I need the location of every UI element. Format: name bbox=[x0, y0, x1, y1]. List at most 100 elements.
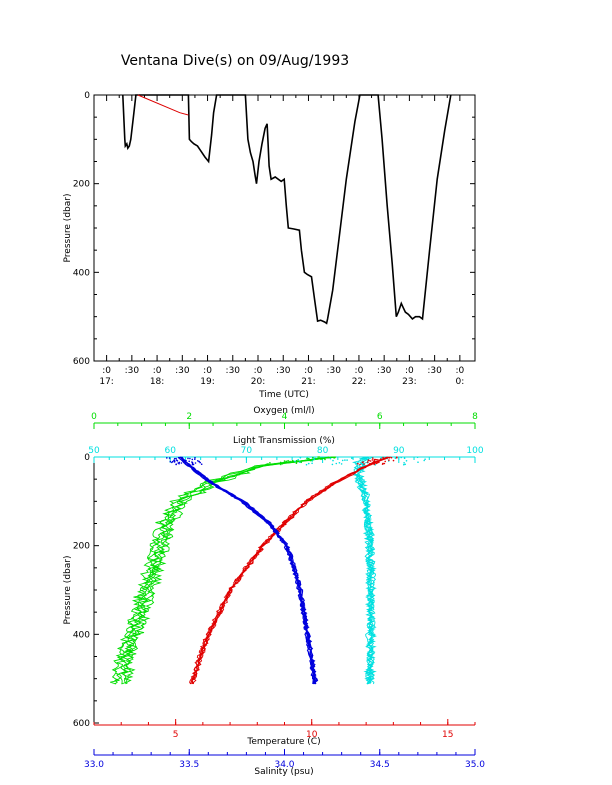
light-surface-point bbox=[424, 458, 426, 461]
temperature-surface-point bbox=[361, 461, 364, 464]
x-axis-label: Time (UTC) bbox=[258, 390, 309, 400]
light-profile-line-5 bbox=[355, 456, 376, 685]
temperature-profile-line-4 bbox=[189, 456, 388, 685]
y-tick-label: 200 bbox=[73, 542, 90, 552]
y-tick-labels: 0 200 400 600 bbox=[73, 453, 99, 729]
y-tick-label: 400 bbox=[73, 630, 90, 640]
temperature-axis: Temperature (C) 5 10 15 bbox=[93, 719, 476, 747]
temperature-surface-point bbox=[359, 463, 361, 466]
temperature-surface-point bbox=[381, 463, 384, 465]
salinity-axis: Salinity (psu) 33.0 33.5 34.0 34.5 35.0 bbox=[84, 749, 485, 777]
profile-traces bbox=[110, 456, 426, 685]
oxygen-surface-point bbox=[285, 460, 288, 463]
temperature-surface-point bbox=[382, 456, 384, 459]
x-tick-minute: :30 bbox=[175, 366, 190, 376]
light-tick-label: 80 bbox=[317, 446, 329, 456]
light-tick-label: 90 bbox=[393, 446, 405, 456]
salinity-surface-point bbox=[180, 462, 183, 464]
temperature-surface-point bbox=[376, 462, 379, 464]
temperature-surface-point bbox=[375, 462, 378, 465]
salinity-surface-point bbox=[189, 457, 191, 460]
x-tick-minute: :0 bbox=[355, 366, 364, 376]
salinity-surface-point bbox=[178, 462, 180, 465]
salinity-surface-point bbox=[200, 463, 203, 466]
light-surface-point bbox=[354, 462, 357, 464]
temperature-tick-label: 10 bbox=[306, 730, 318, 740]
temperature-tick-label: 5 bbox=[173, 730, 179, 740]
x-tick-minute: :30 bbox=[276, 366, 291, 376]
plot-frame bbox=[93, 94, 476, 362]
light-surface-point bbox=[405, 460, 408, 462]
light-surface-point bbox=[344, 459, 346, 461]
salinity-surface-point bbox=[197, 460, 199, 462]
x-tick-minute: :0 bbox=[102, 366, 111, 376]
oxygen-surface-point bbox=[328, 456, 330, 459]
oxygen-tick-label: 2 bbox=[186, 412, 192, 422]
x-tick-minute: :30 bbox=[377, 366, 392, 376]
salinity-surface-point bbox=[169, 460, 172, 463]
oxygen-tick-label: 8 bbox=[472, 412, 478, 422]
salinity-surface-point bbox=[191, 461, 194, 464]
light-tick-label: 70 bbox=[241, 446, 253, 456]
light-surface-point bbox=[416, 456, 419, 459]
light-tick-label: 60 bbox=[164, 446, 176, 456]
x-tick-minute: :30 bbox=[427, 366, 442, 376]
oxygen-surface-point bbox=[266, 463, 269, 466]
x-tick-minute: :30 bbox=[125, 366, 140, 376]
salinity-surface-point bbox=[199, 461, 201, 464]
x-ticks: :017::30:018::30:019::30:020::30:021::30… bbox=[99, 95, 465, 387]
temperature-surface-point bbox=[378, 459, 380, 461]
oxygen-surface-point bbox=[269, 462, 271, 464]
y-tick-label: 600 bbox=[73, 719, 90, 729]
light-surface-point bbox=[311, 462, 313, 465]
x-tick-hour: 23: bbox=[402, 377, 416, 387]
oxygen-axis: Oxygen (ml/l) 0 2 4 6 8 bbox=[91, 406, 478, 429]
salinity-tick-label: 34.5 bbox=[370, 760, 390, 770]
light-surface-point bbox=[305, 463, 308, 466]
chart-title: Ventana Dive(s) on 09/Aug/1993 bbox=[121, 53, 349, 69]
light-surface-point bbox=[331, 463, 334, 466]
temperature-surface-point bbox=[369, 463, 372, 466]
oxygen-surface-point bbox=[283, 460, 286, 462]
oxygen-surface-point bbox=[333, 457, 335, 459]
salinity-surface-point bbox=[188, 460, 190, 463]
x-tick-hour: 19: bbox=[200, 377, 214, 387]
temperature-surface-point bbox=[388, 459, 390, 461]
oxygen-surface-point bbox=[291, 460, 294, 462]
light-surface-point bbox=[341, 459, 344, 462]
temperature-surface-point bbox=[379, 458, 382, 460]
temperature-profile-line-5 bbox=[191, 456, 390, 685]
temperature-surface-point bbox=[396, 456, 398, 459]
light-tick-label: 100 bbox=[466, 446, 483, 456]
temperature-surface-point bbox=[390, 456, 393, 459]
light-surface-point bbox=[367, 456, 369, 459]
temperature-profile-line-1 bbox=[191, 456, 389, 685]
light-surface-point bbox=[340, 463, 343, 465]
temperature-surface-point bbox=[376, 458, 378, 461]
temperature-surface-point bbox=[366, 461, 369, 463]
salinity-surface-point bbox=[173, 460, 176, 463]
y-tick-label: 0 bbox=[84, 453, 90, 463]
light-surface-point bbox=[403, 462, 405, 464]
salinity-surface-point bbox=[194, 457, 196, 459]
oxygen-surface-point bbox=[300, 461, 303, 464]
oxygen-surface-point bbox=[318, 456, 321, 458]
oxygen-profile-line-3 bbox=[123, 456, 337, 685]
oxygen-surface-point bbox=[279, 461, 282, 464]
x-tick-minute: :0 bbox=[304, 366, 313, 376]
x-tick-hour: 22: bbox=[352, 377, 366, 387]
x-tick-hour: 20: bbox=[251, 377, 265, 387]
temperature-profile-line-2 bbox=[190, 456, 389, 685]
salinity-surface-point bbox=[191, 458, 194, 461]
light-surface-point bbox=[332, 459, 334, 462]
light-surface-point bbox=[335, 462, 338, 465]
y-axis-label: Pressure (dbar) bbox=[63, 556, 73, 625]
y-axis-label: Pressure (dbar) bbox=[63, 194, 73, 263]
salinity-tick-label: 34.0 bbox=[274, 760, 294, 770]
oxygen-tick-label: 4 bbox=[282, 412, 288, 422]
temperature-surface-point bbox=[388, 457, 391, 459]
light-surface-point bbox=[311, 460, 314, 462]
